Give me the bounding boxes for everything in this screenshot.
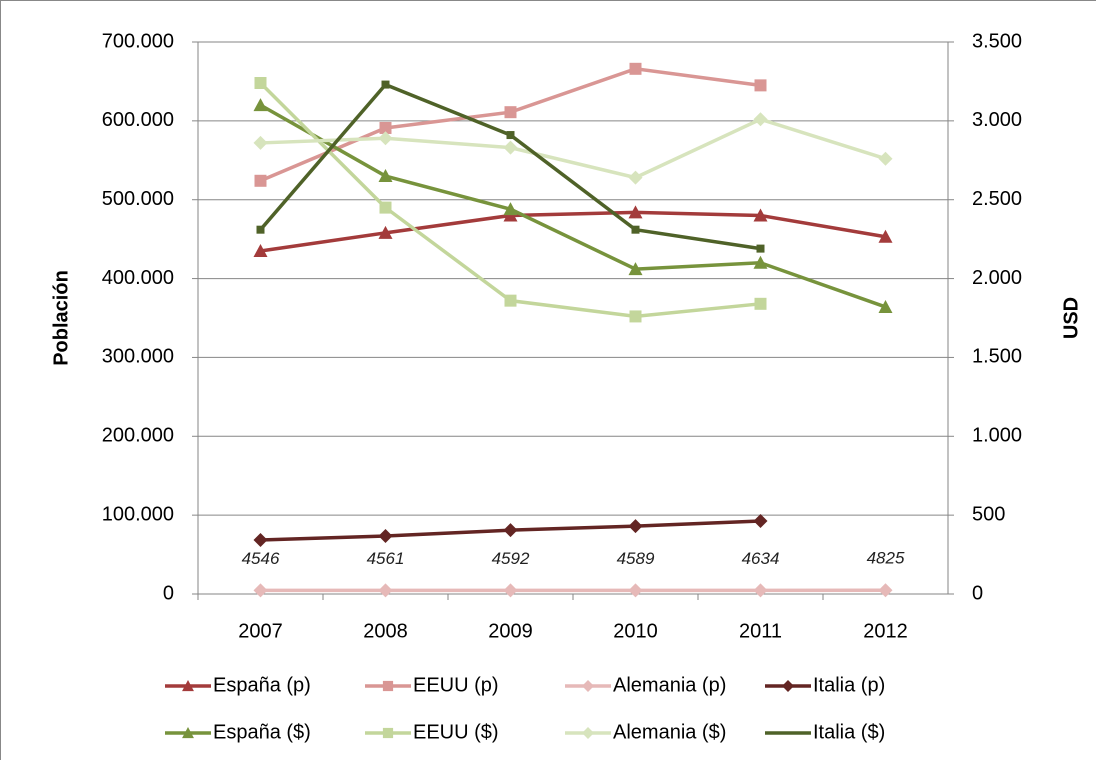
data-label: 4589 (617, 549, 655, 568)
marker (382, 727, 394, 739)
y-tick-label: 400.000 (102, 267, 174, 289)
legend-label: España ($) (213, 721, 311, 743)
marker (506, 131, 515, 140)
y2-tick-label: 500 (972, 503, 1005, 525)
y-tick-label: 0 (163, 582, 174, 604)
marker (254, 77, 267, 90)
marker (753, 255, 768, 269)
marker (503, 140, 518, 155)
marker (782, 680, 794, 692)
marker (753, 514, 768, 529)
marker (182, 680, 194, 692)
marker (503, 583, 518, 598)
data-label: 4634 (742, 549, 780, 568)
data-label: 4561 (367, 549, 405, 568)
y-tick-label: 100.000 (102, 503, 174, 525)
series-line (260, 210, 886, 253)
y-tick-label: 300.000 (102, 346, 174, 368)
marker (253, 135, 268, 150)
y2-tick-label: 3.500 (972, 30, 1022, 52)
y2-tick-label: 1.500 (972, 346, 1022, 368)
marker (504, 294, 517, 307)
marker (254, 174, 267, 187)
marker (582, 727, 594, 739)
legend-label: Italia (p) (813, 674, 885, 696)
marker (378, 529, 393, 544)
marker (503, 202, 518, 216)
x-tick-label: 2008 (363, 620, 408, 642)
marker (382, 680, 394, 692)
marker (628, 170, 643, 185)
y2-tick-label: 0 (972, 582, 983, 604)
y2-tick-label: 2.500 (972, 188, 1022, 210)
marker (754, 79, 767, 92)
marker (878, 229, 893, 243)
y-tick-label: 500.000 (102, 188, 174, 210)
marker (379, 121, 392, 134)
marker (631, 225, 640, 234)
series-line (259, 103, 887, 309)
marker (582, 680, 594, 692)
marker (256, 225, 265, 234)
y-axis-label: Población (50, 270, 72, 366)
marker (378, 169, 393, 183)
marker (253, 98, 268, 112)
marker (253, 243, 268, 257)
marker (753, 208, 768, 222)
marker (878, 583, 893, 598)
marker (753, 583, 768, 598)
marker (628, 519, 643, 534)
marker (878, 151, 893, 166)
legend-label: Italia ($) (813, 721, 885, 743)
marker (629, 62, 642, 75)
data-label: 4592 (492, 549, 530, 568)
marker (378, 583, 393, 598)
marker (629, 310, 642, 323)
marker (628, 583, 643, 598)
marker (253, 583, 268, 598)
marker (378, 225, 393, 239)
marker (754, 297, 767, 310)
x-tick-label: 2009 (488, 620, 533, 642)
y-tick-label: 700.000 (102, 30, 174, 52)
y2-axis-label: USD (1060, 297, 1082, 339)
legend-label: Alemania ($) (613, 721, 726, 743)
series-line (260, 117, 887, 180)
x-tick-label: 2007 (238, 620, 283, 642)
marker (503, 523, 518, 538)
marker (504, 106, 517, 119)
marker (378, 131, 393, 146)
legend-label: EEUU (p) (413, 674, 499, 696)
marker (182, 727, 194, 739)
marker (628, 262, 643, 276)
data-label: 4546 (242, 549, 280, 568)
marker (253, 532, 268, 547)
marker (381, 80, 390, 89)
legend-label: Alemania (p) (613, 674, 726, 696)
y-tick-label: 600.000 (102, 109, 174, 131)
marker (628, 205, 643, 219)
y2-tick-label: 2.000 (972, 267, 1022, 289)
marker (753, 112, 768, 127)
legend-label: EEUU ($) (413, 721, 499, 743)
x-tick-label: 2011 (739, 620, 782, 642)
x-tick-label: 2010 (613, 620, 658, 642)
legend-label: España (p) (213, 674, 311, 696)
marker (756, 244, 765, 253)
y-tick-label: 200.000 (102, 425, 174, 447)
marker (379, 201, 392, 214)
data-label: 4825 (867, 549, 905, 568)
y2-tick-label: 1.000 (972, 425, 1022, 447)
marker (878, 299, 893, 313)
y2-tick-label: 3.000 (972, 109, 1022, 131)
x-tick-label: 2012 (863, 620, 908, 642)
